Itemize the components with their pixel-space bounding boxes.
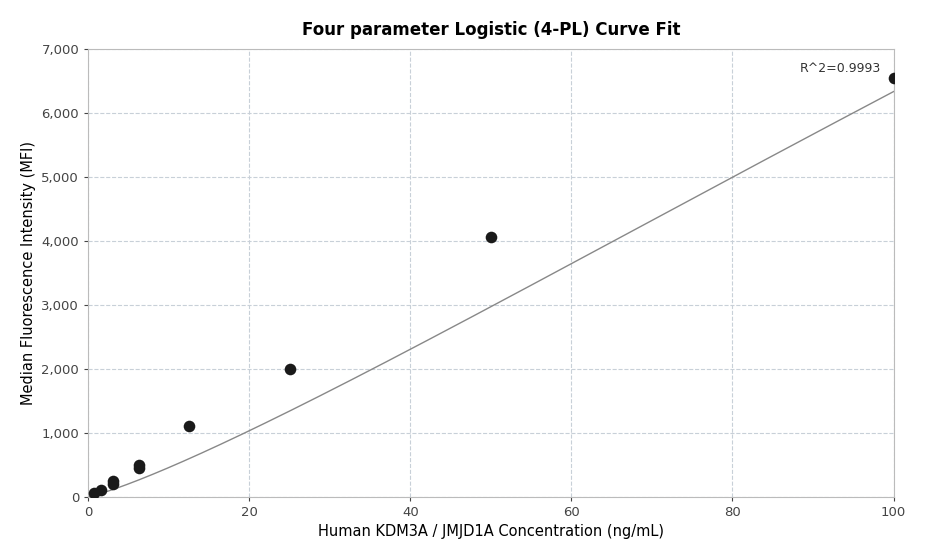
Point [94, 486, 108, 494]
Title: Four parameter Logistic (4-PL) Curve Fit: Four parameter Logistic (4-PL) Curve Fit [301, 21, 680, 39]
Text: R^2=0.9993: R^2=0.9993 [800, 62, 882, 75]
X-axis label: Human KDM3A / JMJD1A Concentration (ng/mL): Human KDM3A / JMJD1A Concentration (ng/m… [318, 524, 664, 539]
Point [282, 364, 297, 373]
Point [131, 460, 146, 469]
Point [106, 476, 121, 485]
Point [886, 73, 901, 82]
Y-axis label: Median Fluorescence Intensity (MFI): Median Fluorescence Intensity (MFI) [20, 141, 36, 405]
Point [106, 479, 121, 488]
Point [484, 233, 499, 242]
Point [182, 422, 197, 431]
Point [131, 463, 146, 472]
Point [87, 489, 102, 498]
